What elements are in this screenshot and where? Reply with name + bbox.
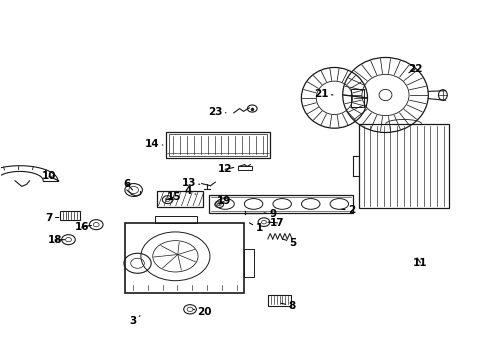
Bar (358, 124, 448, 208)
Text: 3: 3 (129, 316, 140, 326)
Text: 19: 19 (217, 197, 231, 206)
Text: 16: 16 (74, 222, 91, 232)
Bar (209, 195, 352, 213)
Text: 1: 1 (249, 223, 262, 233)
Text: 20: 20 (193, 307, 211, 317)
Text: 18: 18 (47, 235, 64, 245)
Text: 23: 23 (208, 107, 225, 117)
Text: 10: 10 (41, 171, 59, 181)
Text: 21: 21 (313, 89, 332, 99)
Text: 11: 11 (412, 258, 427, 268)
Bar (168, 134, 267, 156)
Text: 17: 17 (267, 218, 285, 228)
Text: 8: 8 (281, 301, 295, 311)
Text: 7: 7 (45, 212, 59, 222)
Bar (155, 216, 197, 223)
Text: 9: 9 (264, 209, 276, 219)
Text: 22: 22 (407, 64, 422, 73)
Bar (244, 249, 254, 277)
Text: 6: 6 (123, 179, 132, 190)
Bar (350, 89, 364, 107)
Bar (125, 223, 244, 293)
Bar (60, 211, 80, 220)
Bar (165, 132, 270, 158)
Bar (237, 166, 252, 170)
Text: 12: 12 (217, 164, 233, 174)
Text: 2: 2 (341, 205, 354, 215)
Text: 5: 5 (282, 238, 296, 248)
Bar (267, 295, 290, 306)
Text: 15: 15 (166, 192, 181, 202)
Text: 4: 4 (184, 186, 196, 196)
Bar (157, 191, 203, 207)
Text: 13: 13 (181, 178, 200, 188)
Text: 14: 14 (144, 139, 163, 149)
